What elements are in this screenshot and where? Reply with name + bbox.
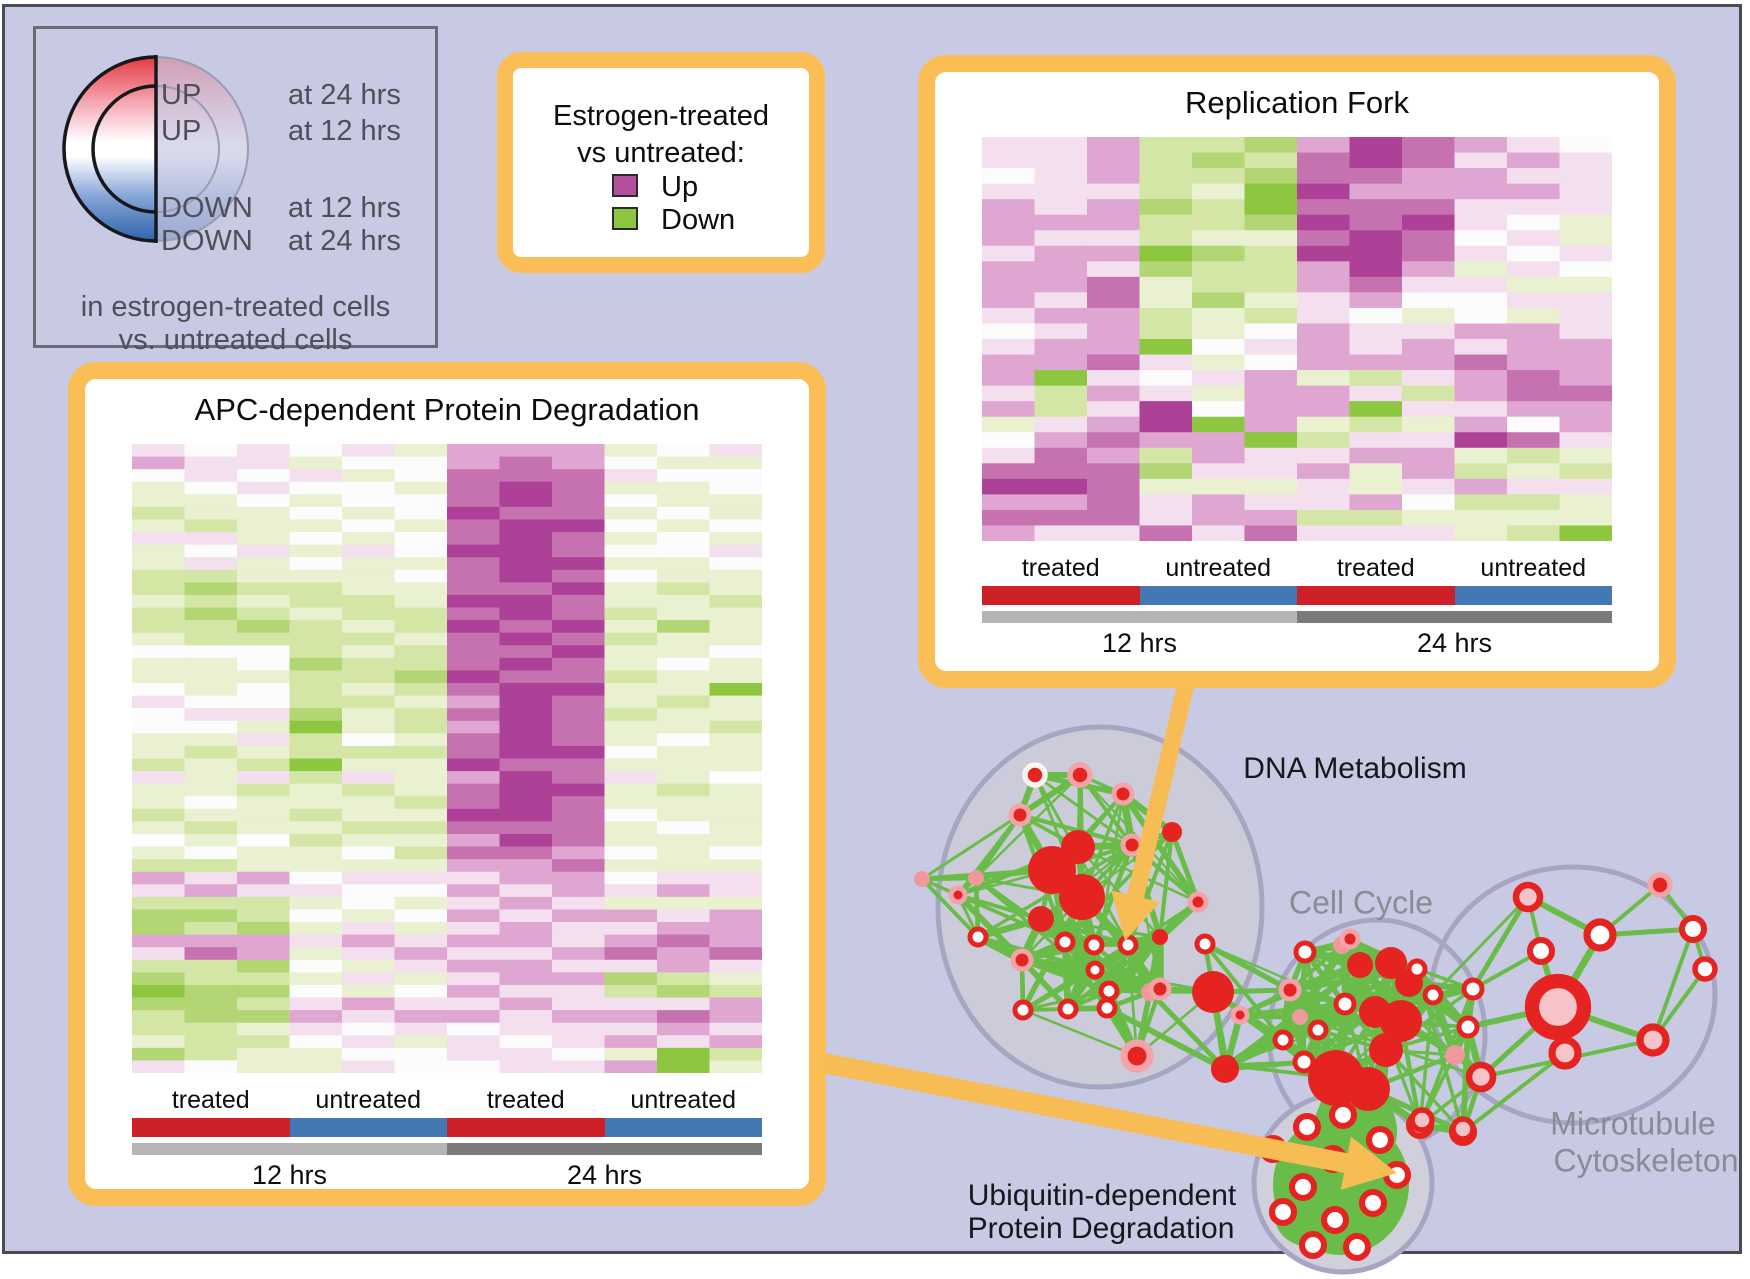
updown-ring-diagram [62, 55, 249, 243]
group-label: untreated [630, 1086, 737, 1114]
ring-legend-box: UP at 24 hrs UP at 12 hrs DOWN at 12 hrs… [33, 26, 438, 356]
legend-title: vs untreated: [577, 137, 745, 169]
time-label: 12 hrs [251, 1160, 328, 1190]
heatmap-body: treated untreated treated untreated 12 h [132, 444, 762, 1191]
time-label: 24 hrs [566, 1160, 643, 1190]
group-label: treated [486, 1086, 565, 1114]
time-label: at 24 hrs [288, 225, 401, 257]
time-label: 24 hrs [1416, 628, 1493, 658]
group-label: treated [1336, 554, 1415, 582]
cluster-label-ubiquitin-line1: Ubiquitin-dependent [967, 1179, 1237, 1212]
untreated-bar [604, 1118, 762, 1137]
treated-bar [982, 586, 1140, 605]
24hr-bar [447, 1143, 762, 1155]
direction-label: UP [161, 115, 202, 147]
group-label: untreated [1480, 554, 1587, 582]
replication-fork-panel: Replication Fork treated untreated treat… [918, 55, 1676, 688]
figure-frame: UP at 24 hrs UP at 12 hrs DOWN at 12 hrs… [2, 4, 1742, 1275]
network-graph [821, 661, 1718, 1275]
cluster-label-cell-cycle: Cell Cycle [1288, 884, 1434, 921]
untreated-bar [1454, 586, 1612, 605]
heatmap-body: treated untreated treated untreated 12 h [982, 137, 1612, 659]
time-label: at 24 hrs [288, 79, 401, 111]
treatment-bars [132, 1118, 762, 1137]
updown-legend-box: Estrogen-treated vs untreated: Up Down [497, 52, 825, 273]
up-color-swatch [612, 174, 638, 197]
untreated-bar [1139, 586, 1297, 605]
down-color-swatch [612, 207, 638, 230]
direction-label: DOWN [161, 192, 253, 224]
treated-bar [132, 1118, 290, 1137]
time-label: 12 hrs [1101, 628, 1178, 658]
time-label: at 12 hrs [288, 192, 401, 224]
untreated-bar [289, 1118, 447, 1137]
12hr-bar [132, 1143, 447, 1155]
treated-bar [1297, 586, 1455, 605]
ring-legend-caption: vs. untreated cells [118, 324, 353, 356]
cluster-label-microtubule: Microtubule [1550, 1105, 1716, 1142]
group-labels: treated untreated treated untreated [982, 554, 1612, 583]
up-label: Up [661, 171, 699, 203]
cluster-label-dna-metabolism: DNA Metabolism [1243, 752, 1467, 785]
treatment-bars [982, 586, 1612, 605]
direction-label: DOWN [161, 225, 253, 257]
12hr-bar [982, 611, 1297, 623]
ring-legend-caption: in estrogen-treated cells [80, 291, 391, 323]
group-label: treated [1021, 554, 1100, 582]
time-bars [132, 1143, 762, 1155]
legend-item-down: Down [513, 204, 809, 236]
group-label: untreated [1165, 554, 1272, 582]
group-label: untreated [315, 1086, 422, 1114]
apc-heatmap [132, 444, 762, 1073]
legend-title: Estrogen-treated [552, 100, 769, 132]
treated-bar [447, 1118, 605, 1137]
down-label: Down [661, 204, 736, 236]
panel-title: APC-dependent Protein Degradation [194, 392, 700, 427]
time-labels: 12 hrs 24 hrs [132, 1160, 762, 1191]
time-labels: 12 hrs 24 hrs [982, 628, 1612, 659]
group-labels: treated untreated treated untreated [132, 1086, 762, 1115]
cluster-label-ubiquitin-line2: Protein Degradation [967, 1212, 1235, 1245]
cluster-label-cytoskeleton: Cytoskeleton [1553, 1142, 1739, 1179]
24hr-bar [1297, 611, 1612, 623]
panel-title: Replication Fork [1185, 85, 1409, 120]
legend-item-up: Up [513, 171, 809, 203]
time-bars [982, 611, 1612, 623]
replication-fork-heatmap [982, 137, 1612, 541]
direction-label: UP [161, 79, 202, 111]
apc-degradation-panel: APC-dependent Protein Degradation treate… [68, 362, 826, 1206]
time-label: at 12 hrs [288, 115, 401, 147]
group-label: treated [171, 1086, 250, 1114]
